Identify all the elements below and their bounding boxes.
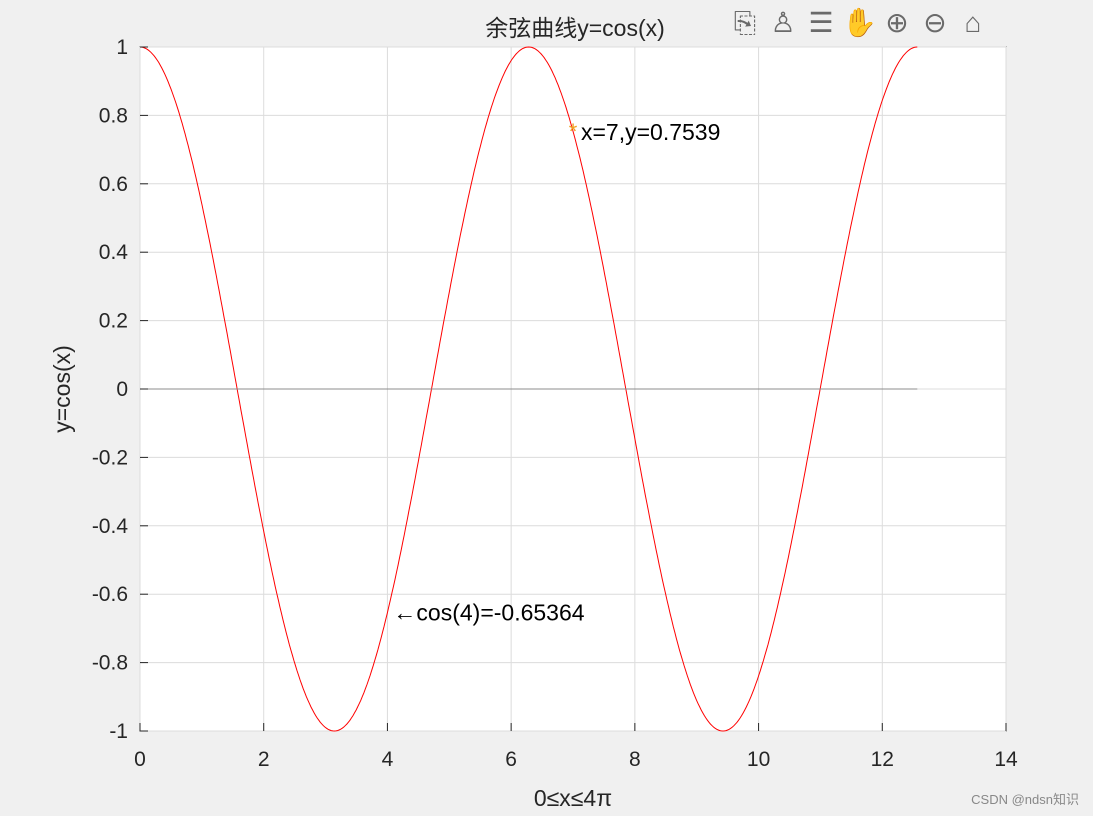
y-tick-label: 1	[116, 36, 128, 59]
y-tick-label: 0.2	[99, 310, 128, 333]
x-tick-label: 10	[747, 748, 770, 771]
y-tick-label: 0.4	[99, 241, 129, 264]
x-tick-label: 14	[994, 748, 1018, 771]
brush-icon[interactable]: ♙	[770, 7, 796, 38]
watermark: CSDN @ndsn知识	[971, 792, 1079, 807]
axes-toolbar: ⎘ ♙ ☰ ✋ ⊕ ⊖ ⌂	[728, 6, 990, 40]
x-tick-label: 0	[134, 748, 146, 771]
y-tick-label: 0	[116, 378, 128, 401]
y-tick-label: 0.6	[99, 173, 128, 196]
x-tick-label: 4	[382, 748, 394, 771]
y-tick-label: -0.6	[92, 583, 128, 606]
y-tick-label: 0.8	[99, 104, 128, 127]
annotation-cos4: ←cos(4)=-0.65364	[393, 600, 584, 626]
y-tick-label: -0.8	[92, 652, 128, 675]
export-icon[interactable]: ⎘	[733, 7, 757, 38]
ticks: 0 2 4 6 8 10 12 14 -1 -0.8 -0.6 -0.4 -0.2 0 0.2 0.4 0.6 0…	[92, 36, 1018, 771]
x-tick-label: 8	[629, 748, 641, 771]
zoom-in-icon[interactable]: ⊕	[885, 7, 909, 38]
pan-icon[interactable]: ✋	[842, 7, 877, 38]
y-tick-label: -0.2	[92, 446, 128, 469]
y-tick-label: -1	[109, 720, 128, 743]
y-axis-label: y=cos(x)	[49, 345, 75, 433]
y-tick-label: -0.4	[92, 515, 129, 538]
datatip-icon[interactable]: ☰	[808, 7, 834, 38]
x-tick-label: 2	[258, 748, 270, 771]
star-marker: *	[569, 119, 578, 144]
annotation-marker: x=7,y=0.7539	[581, 119, 720, 145]
home-icon[interactable]: ⌂	[964, 7, 982, 38]
cosine-curve	[139, 46, 918, 732]
x-tick-label: 6	[505, 748, 517, 771]
chart-title: 余弦曲线y=cos(x)	[485, 15, 665, 41]
x-axis-label: 0≤x≤4π	[534, 785, 612, 811]
series	[139, 46, 918, 732]
zoom-out-icon[interactable]: ⊖	[923, 7, 947, 38]
x-tick-label: 12	[871, 748, 894, 771]
